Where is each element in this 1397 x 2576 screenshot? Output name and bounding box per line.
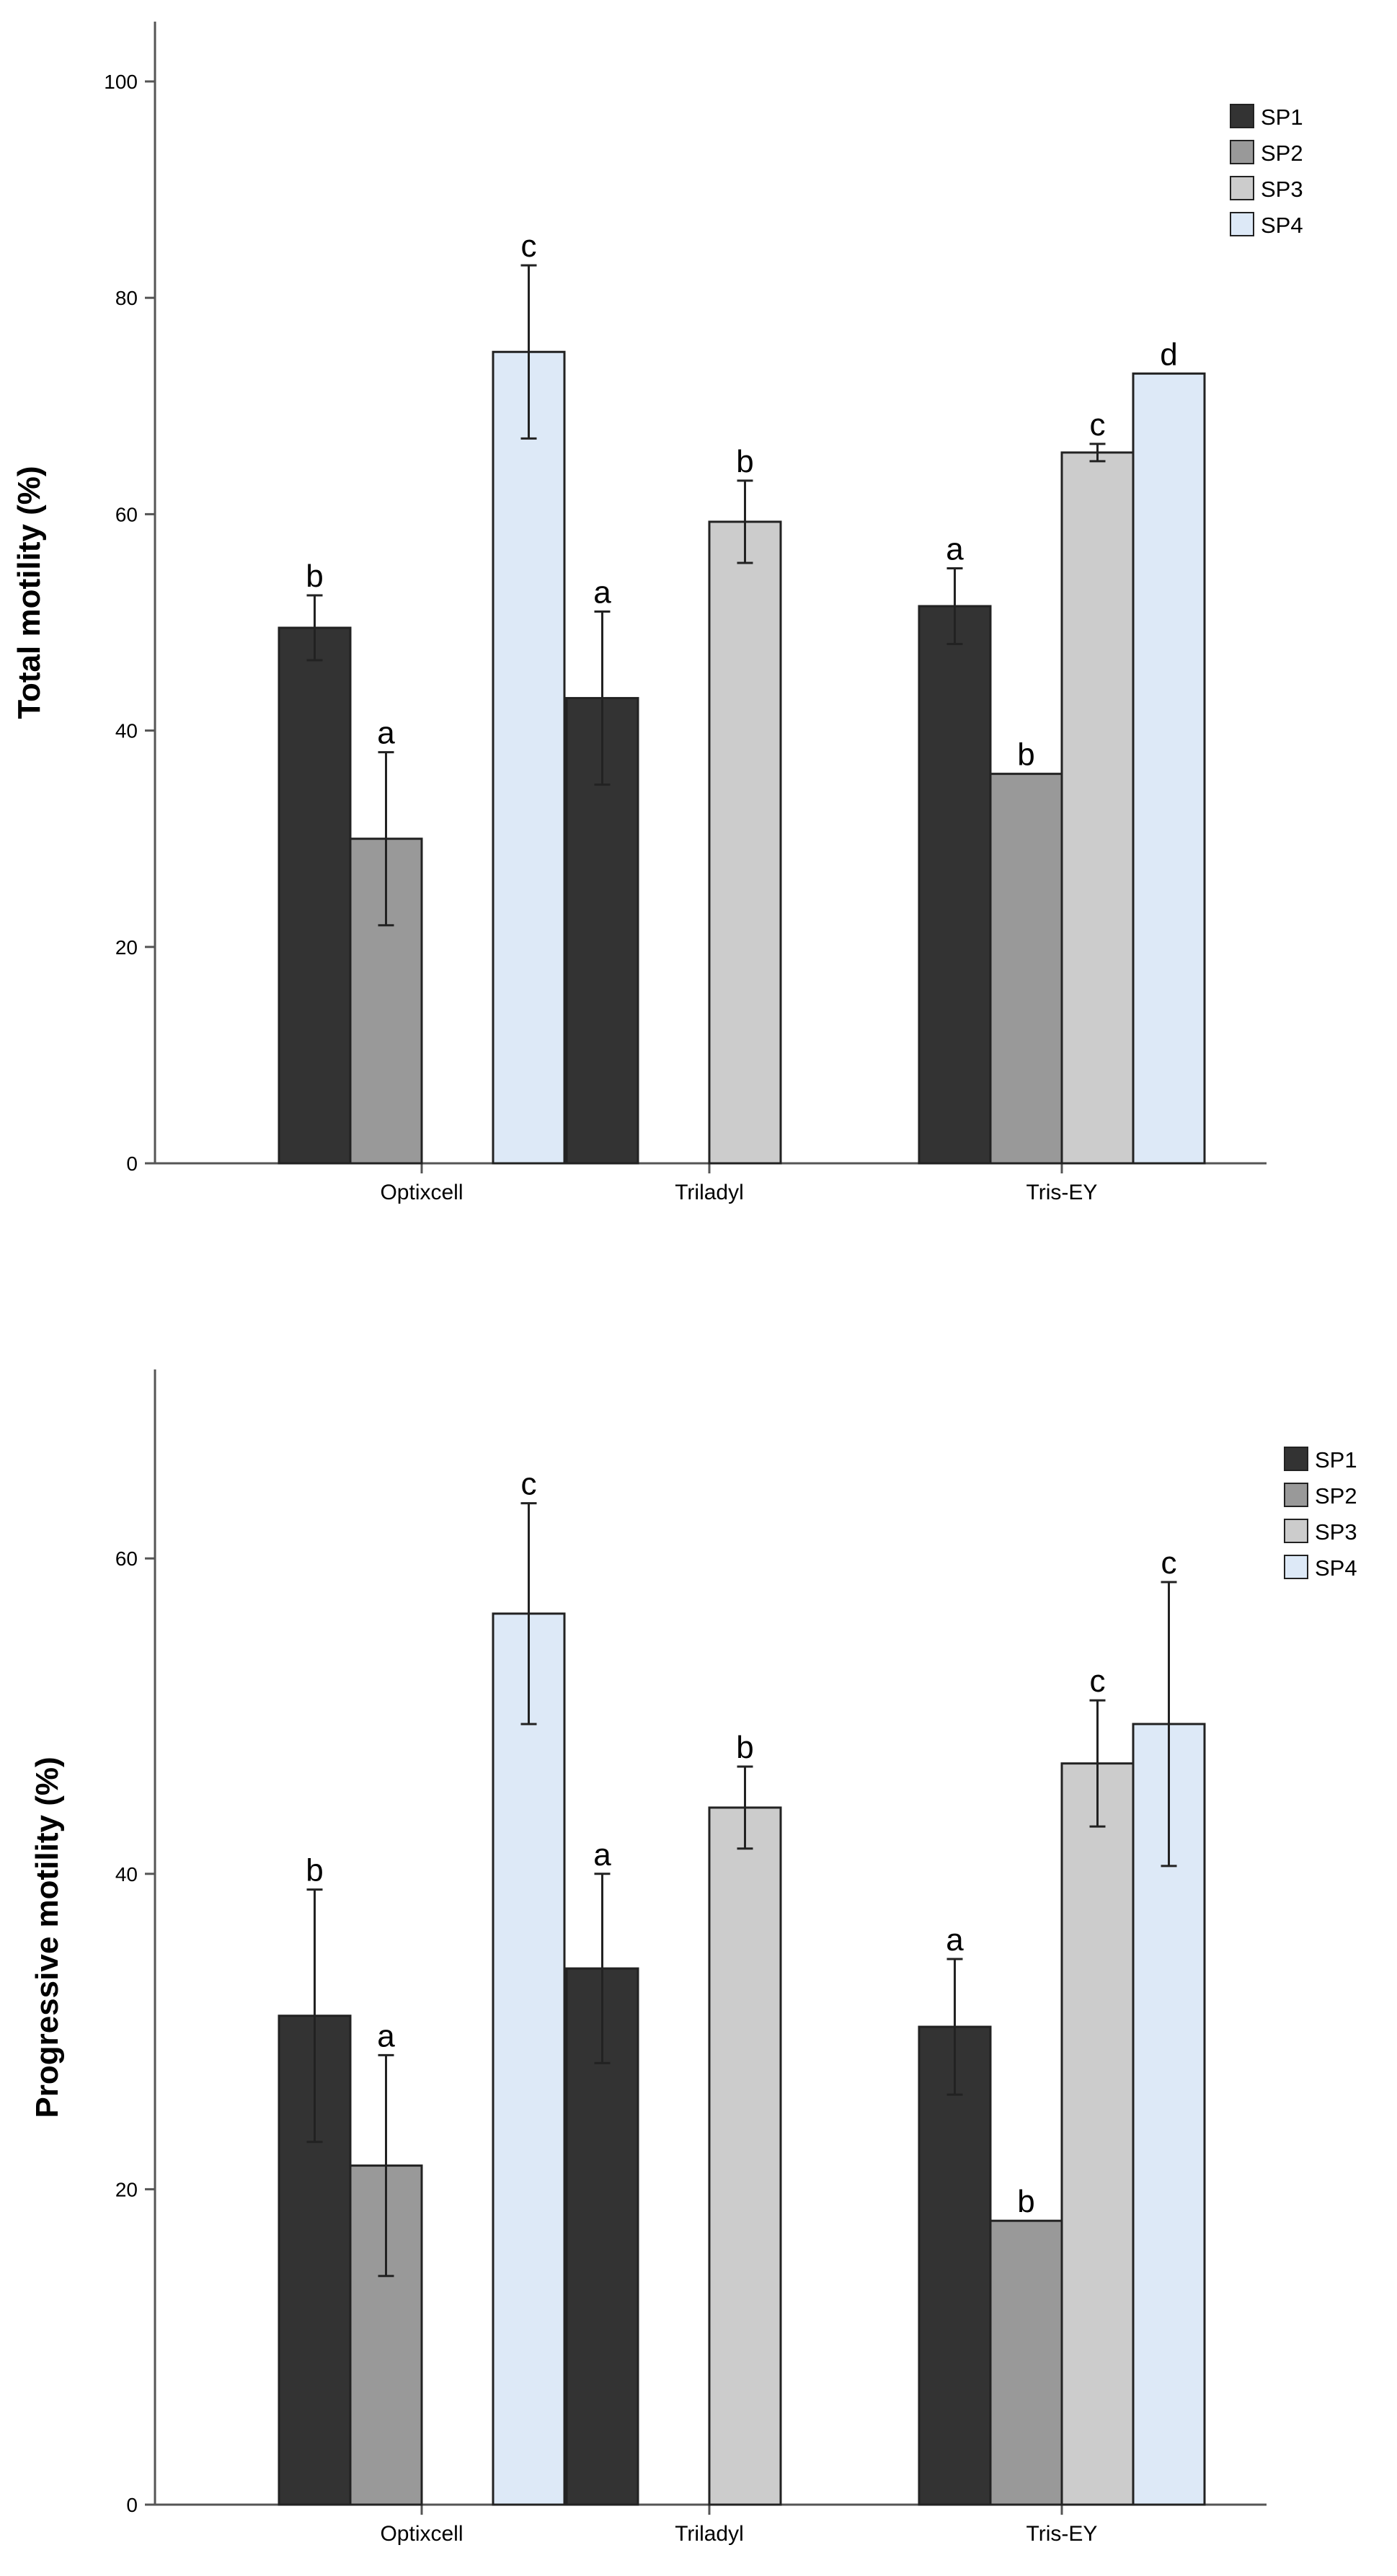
bar-sp2: [989, 2219, 1063, 2506]
y-tick-label: 60: [115, 1547, 138, 1570]
legend-swatch-sp4: [1284, 1555, 1308, 1579]
significance-letter: b: [306, 1853, 323, 1888]
bar-sp1: [918, 2025, 992, 2506]
legend-label-sp2: SP2: [1315, 1483, 1357, 1509]
bar-sp3: [1060, 1762, 1135, 2506]
chart-2: 0 20 40 60 Progressive motility (%) Optixcell…: [30, 1369, 1357, 2546]
y-axis-title: Progressive motility (%): [30, 1756, 65, 2118]
significance-letter: a: [946, 531, 964, 567]
x-tick-label: Optixcell: [380, 2522, 463, 2546]
significance-letter: d: [1160, 337, 1177, 372]
legend-label-sp4: SP4: [1261, 213, 1303, 238]
bar-sp1: [278, 626, 352, 1165]
y-tick-label: 40: [115, 1863, 138, 1886]
legend-label-sp3: SP3: [1261, 177, 1303, 202]
significance-letter: b: [736, 444, 753, 479]
y-tick-label: 60: [115, 503, 138, 525]
y-axis-title: Total motility (%): [12, 466, 47, 719]
y-tick-label: 20: [115, 2178, 138, 2200]
significance-letter: a: [377, 716, 395, 751]
x-tick-label: Optixcell: [380, 1181, 463, 1204]
bar-sp2: [989, 773, 1063, 1165]
significance-letter: c: [1090, 1664, 1106, 1699]
legend-label-sp1: SP1: [1261, 105, 1303, 130]
significance-letter: b: [1017, 737, 1034, 773]
bar-sp3: [1060, 451, 1135, 1165]
significance-letter: b: [306, 559, 323, 594]
y-tick-label: 20: [115, 936, 138, 959]
x-tick-label: Triladyl: [675, 1181, 744, 1204]
x-tick-label: Tris-EY: [1026, 2522, 1098, 2546]
bar-sp4: [1132, 372, 1206, 1165]
significance-letter: c: [521, 1467, 537, 1502]
y-tick-label: 80: [115, 287, 138, 309]
significance-letter: a: [946, 1922, 964, 1958]
legend-swatch-sp3: [1230, 176, 1254, 200]
x-tick-label: Triladyl: [675, 2522, 744, 2546]
significance-letter: c: [1090, 407, 1106, 443]
y-tick-label: 100: [104, 71, 138, 93]
legend: SP1 SP2 SP3 SP4: [1284, 1447, 1357, 1581]
significance-letter: a: [593, 1837, 611, 1873]
significance-letter: a: [593, 574, 611, 610]
y-tick-label: 0: [126, 1152, 138, 1175]
bar-sp3: [708, 520, 782, 1165]
significance-letter: a: [377, 2018, 395, 2053]
legend-swatch-sp1: [1230, 104, 1254, 128]
legend-swatch-sp2: [1230, 140, 1254, 164]
significance-letter: c: [1161, 1545, 1177, 1581]
y-tick-label: 40: [115, 720, 138, 742]
significance-letter: c: [521, 228, 537, 264]
chart-1: 0 20 40 60 80 100 Total motility (%) Optixcell T…: [12, 22, 1303, 1204]
legend-label-sp1: SP1: [1315, 1447, 1357, 1473]
legend-swatch-sp2: [1284, 1483, 1308, 1507]
bar-sp1: [918, 605, 992, 1165]
bar-sp3: [708, 1806, 782, 2506]
legend-label-sp4: SP4: [1315, 1555, 1357, 1581]
y-tick-label: 0: [126, 2494, 138, 2516]
legend: SP1 SP2 SP3 SP4: [1230, 104, 1303, 238]
legend-swatch-sp4: [1230, 212, 1254, 236]
legend-swatch-sp1: [1284, 1447, 1308, 1471]
legend-label-sp3: SP3: [1315, 1519, 1357, 1545]
legend-swatch-sp3: [1284, 1519, 1308, 1543]
x-tick-label: Tris-EY: [1026, 1181, 1098, 1204]
legend-label-sp2: SP2: [1261, 141, 1303, 166]
significance-letter: b: [736, 1730, 753, 1765]
significance-letter: b: [1017, 2184, 1034, 2219]
bar-sp4: [492, 350, 566, 1165]
bar-sp4: [492, 1612, 566, 2506]
